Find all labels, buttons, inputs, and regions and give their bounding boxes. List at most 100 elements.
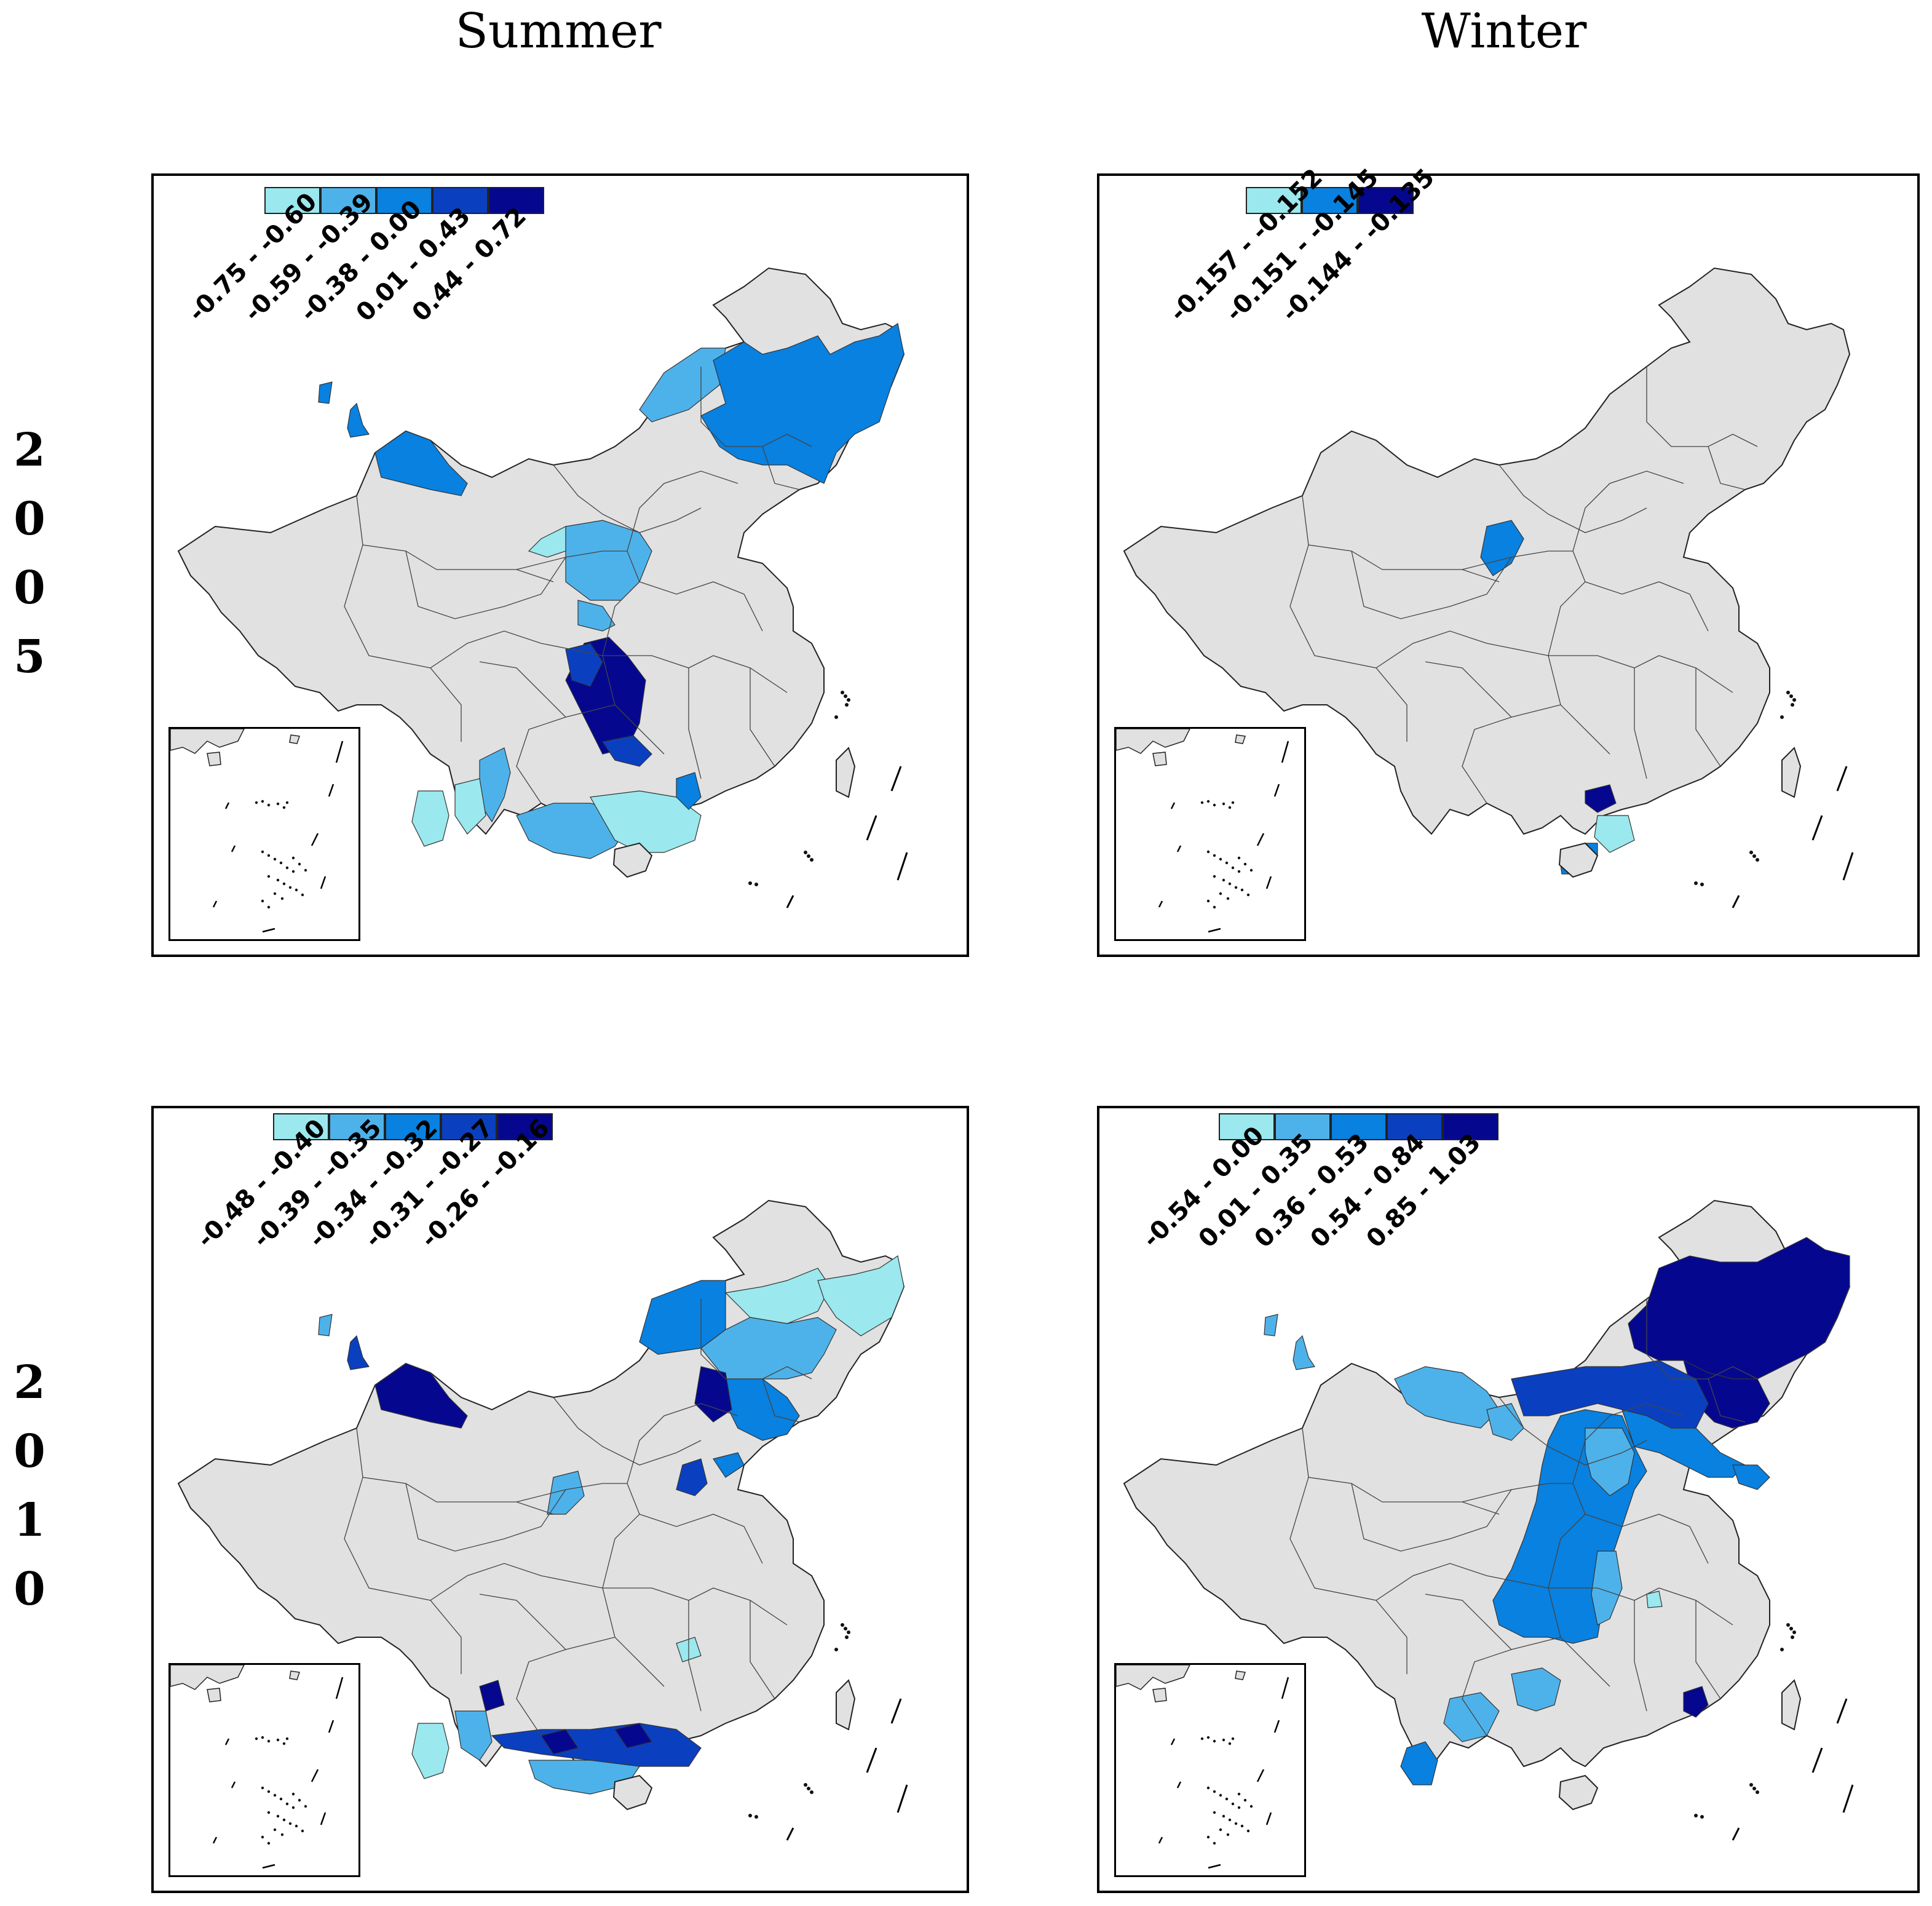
map-region-c2 bbox=[528, 1760, 641, 1795]
island-speck bbox=[754, 883, 758, 886]
boundary-dash bbox=[1811, 815, 1823, 841]
year-digit: 5 bbox=[14, 630, 46, 683]
province-border bbox=[762, 1378, 800, 1423]
province-border bbox=[1572, 471, 1684, 552]
province-border bbox=[688, 1600, 702, 1712]
province-border bbox=[1548, 655, 1733, 693]
hainan-island bbox=[1558, 842, 1599, 878]
province-border bbox=[1425, 1594, 1512, 1650]
map-region-c3 bbox=[676, 772, 702, 810]
hainan-island bbox=[1558, 1774, 1599, 1811]
island-speck bbox=[1780, 1648, 1784, 1651]
legend-swatch bbox=[1331, 1113, 1387, 1140]
province-border bbox=[762, 446, 800, 490]
map-region-c4 bbox=[676, 1458, 708, 1496]
boundary-dash bbox=[786, 895, 794, 908]
legend-swatch bbox=[376, 187, 432, 214]
inset-map bbox=[170, 728, 344, 933]
south-china-sea-inset bbox=[168, 1663, 360, 1877]
map-region-c2 bbox=[577, 600, 616, 632]
island-speck bbox=[807, 1787, 810, 1790]
taiwan-island bbox=[836, 747, 856, 798]
province-border bbox=[1425, 661, 1512, 718]
island-speck bbox=[807, 854, 810, 858]
boundary-dash bbox=[786, 1827, 794, 1841]
province-border bbox=[700, 1299, 812, 1380]
island-speck bbox=[1786, 691, 1790, 694]
south-china-sea-inset bbox=[1114, 727, 1306, 941]
map-region-c4 bbox=[491, 1723, 702, 1767]
island-speck bbox=[841, 1623, 844, 1627]
legend-swatch bbox=[1275, 1113, 1331, 1140]
province-border bbox=[1462, 550, 1610, 755]
taiwan-island bbox=[836, 1679, 856, 1731]
island-speck bbox=[1700, 883, 1704, 886]
province-border bbox=[1634, 668, 1647, 779]
map-region-c3 bbox=[700, 323, 905, 484]
boundary-dash bbox=[890, 766, 902, 792]
map-region-c5 bbox=[374, 1363, 468, 1429]
map-panel-winter-2005: -0.157 - -0.152 -0.151 - -0.145 -0.144 - -… bbox=[1097, 164, 1920, 957]
map-region-c3 bbox=[725, 1378, 800, 1441]
island-speck bbox=[1789, 694, 1793, 698]
province-border bbox=[1351, 1483, 1512, 1552]
province-border bbox=[688, 668, 702, 779]
year-digit: 0 bbox=[14, 562, 46, 614]
province-border bbox=[1376, 1563, 1549, 1601]
inset-map bbox=[1115, 728, 1289, 933]
island-speck bbox=[1694, 881, 1698, 885]
hainan-island bbox=[612, 1774, 653, 1811]
taiwan-island bbox=[1781, 747, 1802, 798]
legend-swatch bbox=[264, 187, 320, 214]
row-label-2010: 2 0 1 0 bbox=[11, 1348, 48, 1624]
map-region-c1 bbox=[411, 1723, 449, 1779]
island-speck bbox=[810, 858, 814, 862]
legend bbox=[1219, 1113, 1498, 1140]
legend bbox=[264, 187, 544, 214]
province-border bbox=[516, 704, 616, 804]
boundary-dash bbox=[1836, 1698, 1848, 1724]
map-region-c1 bbox=[817, 1255, 905, 1336]
legend-swatch bbox=[1302, 187, 1358, 214]
province-border bbox=[1708, 1378, 1746, 1423]
island-speck bbox=[1694, 1814, 1698, 1817]
map-region-c3 bbox=[318, 381, 333, 404]
island-speck bbox=[748, 881, 752, 885]
island-speck bbox=[1752, 854, 1756, 858]
map-region-c2 bbox=[639, 347, 726, 423]
province-border bbox=[750, 1600, 775, 1699]
island-speck bbox=[748, 1814, 752, 1817]
year-digit: 0 bbox=[14, 493, 46, 546]
china-map bbox=[1123, 267, 1854, 908]
island-speck bbox=[754, 1815, 758, 1819]
province-border bbox=[1695, 1600, 1721, 1699]
map-region-c3 bbox=[374, 431, 468, 496]
legend-swatch bbox=[1387, 1113, 1443, 1140]
map-region-c2 bbox=[454, 1710, 493, 1761]
legend-swatch bbox=[273, 1113, 329, 1140]
legend-swatch bbox=[1246, 187, 1302, 214]
island-speck bbox=[1700, 1815, 1704, 1819]
province-border bbox=[639, 1514, 763, 1564]
province-border bbox=[344, 1477, 462, 1674]
province-border bbox=[1351, 550, 1512, 619]
boundary-dash bbox=[1842, 852, 1854, 881]
province-border bbox=[1548, 1587, 1733, 1626]
map-region-c1 bbox=[454, 778, 486, 835]
map-region-c2 bbox=[1264, 1314, 1278, 1336]
south-china-sea-inset bbox=[1114, 1663, 1306, 1877]
province-border bbox=[430, 630, 603, 669]
island-speck bbox=[1792, 698, 1796, 702]
island-speck bbox=[1749, 1783, 1753, 1787]
legend-swatch bbox=[329, 1113, 385, 1140]
boundary-dash bbox=[1836, 766, 1848, 792]
map-region-c1 bbox=[411, 790, 449, 847]
province-border bbox=[1462, 1637, 1561, 1736]
island-speck bbox=[1756, 1790, 1759, 1794]
map-region-c4 bbox=[602, 735, 652, 767]
province-border bbox=[627, 1403, 738, 1484]
province-border bbox=[1695, 668, 1721, 767]
island-speck bbox=[1791, 703, 1794, 707]
column-title-summer: Summer bbox=[455, 4, 662, 59]
hainan-island bbox=[612, 842, 653, 878]
